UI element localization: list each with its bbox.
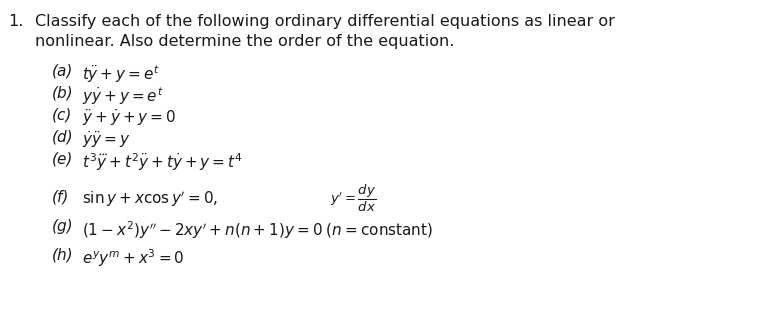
Text: (d): (d) [52,129,73,144]
Text: $\ddot{y} + \dot{y} + y = 0$: $\ddot{y} + \dot{y} + y = 0$ [82,107,176,128]
Text: 1.: 1. [8,14,24,29]
Text: nonlinear. Also determine the order of the equation.: nonlinear. Also determine the order of t… [35,34,455,49]
Text: $t\ddot{y} + y = e^t$: $t\ddot{y} + y = e^t$ [82,63,160,85]
Text: $y^{\prime} = \dfrac{dy}{dx}$: $y^{\prime} = \dfrac{dy}{dx}$ [330,183,376,214]
Text: Classify each of the following ordinary differential equations as linear or: Classify each of the following ordinary … [35,14,615,29]
Text: $\sin y + x \cos y^{\prime} = 0,$: $\sin y + x \cos y^{\prime} = 0,$ [82,189,218,209]
Text: (a): (a) [52,63,73,78]
Text: (b): (b) [52,85,73,100]
Text: (f): (f) [52,189,69,204]
Text: (h): (h) [52,247,73,262]
Text: $t^3\dddot{y} + t^2\ddot{y} + t\dot{y} + y = t^4$: $t^3\dddot{y} + t^2\ddot{y} + t\dot{y} +… [82,151,243,173]
Text: (e): (e) [52,151,73,166]
Text: $e^y y^m + x^3 = 0$: $e^y y^m + x^3 = 0$ [82,247,185,269]
Text: $y\dot{y} + y = e^t$: $y\dot{y} + y = e^t$ [82,85,163,107]
Text: $\dot{y}\ddot{y} = y$: $\dot{y}\ddot{y} = y$ [82,129,130,150]
Text: (g): (g) [52,219,73,234]
Text: (c): (c) [52,107,72,122]
Text: $(1 - x^2)y^{\prime\prime} - 2xy^{\prime} + n(n + 1)y = 0 \; (n = \mathrm{consta: $(1 - x^2)y^{\prime\prime} - 2xy^{\prime… [82,219,433,241]
